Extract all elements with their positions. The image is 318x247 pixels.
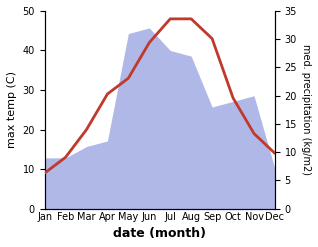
Y-axis label: max temp (C): max temp (C) [7, 71, 17, 148]
Y-axis label: med. precipitation (kg/m2): med. precipitation (kg/m2) [301, 44, 311, 175]
X-axis label: date (month): date (month) [113, 227, 206, 240]
